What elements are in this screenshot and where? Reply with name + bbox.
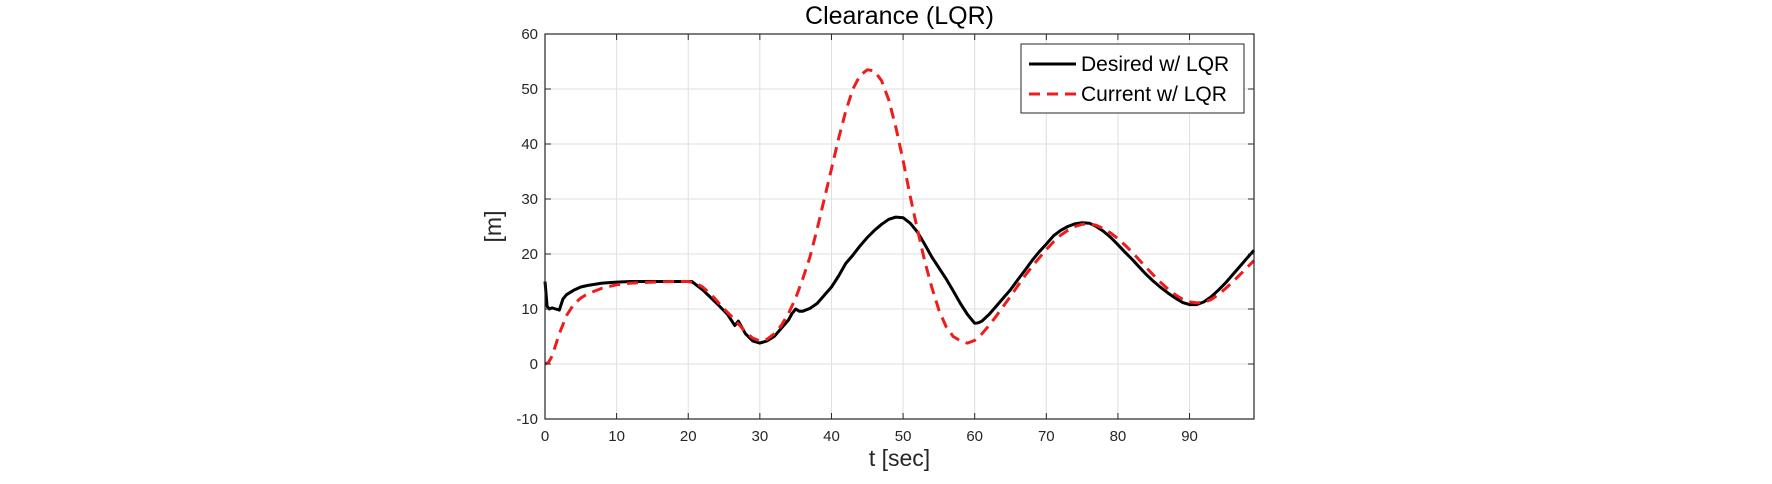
series-desired-line	[543, 215, 1256, 345]
x-tick-label: 30	[752, 428, 769, 445]
y-tick-label: 10	[521, 301, 538, 318]
y-tick-label: 30	[521, 191, 538, 208]
x-tick-label: 90	[1181, 428, 1198, 445]
y-tick-label: 20	[521, 246, 538, 263]
x-tick-label: 70	[1038, 428, 1055, 445]
x-tick-label: 0	[541, 428, 549, 445]
legend: Desired w/ LQR Current w/ LQR	[1020, 43, 1245, 114]
x-tick-label: 10	[608, 428, 625, 445]
y-tick-label: -10	[516, 411, 538, 428]
axes-box	[544, 33, 1255, 420]
y-tick-label: 50	[521, 81, 538, 98]
legend-box	[1020, 43, 1245, 114]
series-current-line	[544, 68, 1256, 366]
x-tick-label: 60	[966, 428, 983, 445]
x-tick-label: 40	[823, 428, 840, 445]
x-tick-label: 50	[895, 428, 912, 445]
y-tick-label: 40	[521, 136, 538, 153]
x-tick-label: 80	[1110, 428, 1127, 445]
x-axis-label: t [sec]	[869, 445, 930, 471]
x-tick-label: 20	[680, 428, 697, 445]
series-lines	[543, 68, 1256, 366]
legend-label-desired: Desired w/ LQR	[1081, 53, 1229, 76]
y-tick-label: 60	[521, 26, 538, 43]
y-tick-label: 0	[530, 356, 538, 373]
y-axis-label: [m]	[480, 211, 506, 243]
legend-label-current: Current w/ LQR	[1081, 83, 1227, 106]
chart-title: Clearance (LQR)	[805, 2, 994, 30]
